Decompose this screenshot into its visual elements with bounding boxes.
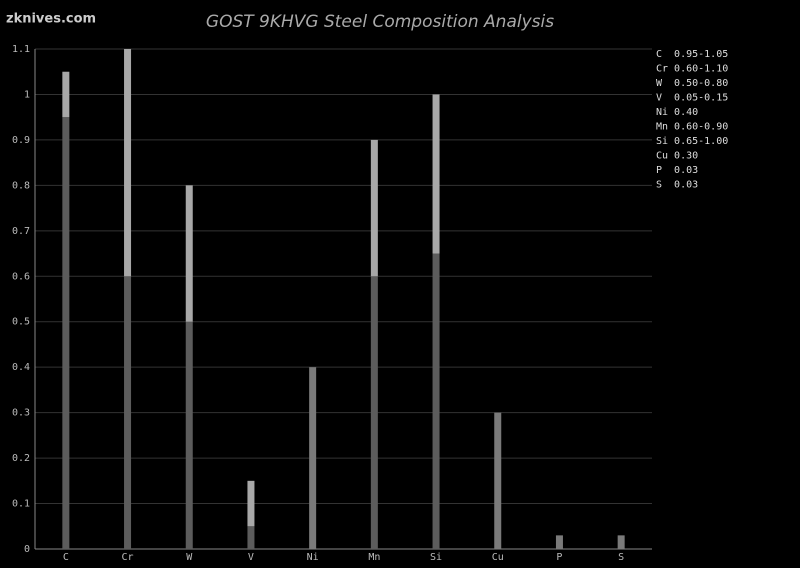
bar-base: [370, 276, 378, 549]
y-tick-label: 0.5: [12, 317, 30, 328]
x-tick-label: Cr: [122, 552, 134, 563]
legend-entry: C 0.95-1.05: [656, 49, 728, 60]
watermark: zknives.com: [6, 12, 96, 27]
bar: [555, 535, 563, 549]
y-tick-label: 0.4: [12, 362, 30, 373]
x-tick-label: W: [186, 552, 193, 563]
bar-range: [370, 139, 378, 277]
bar-base: [247, 526, 255, 549]
bar-range: [247, 480, 255, 527]
x-tick-label: C: [63, 552, 69, 563]
y-tick-label: 0.2: [12, 453, 30, 464]
chart-title: GOST 9KHVG Steel Composition Analysis: [206, 12, 554, 32]
bar-range: [432, 94, 440, 254]
bar: [309, 367, 317, 549]
y-tick-label: 0.1: [12, 499, 30, 510]
legend-entry: Cr 0.60-1.10: [656, 64, 728, 75]
legend-entry: W 0.50-0.80: [656, 78, 728, 89]
bar-base: [432, 253, 440, 549]
legend-entry: Si 0.65-1.00: [656, 136, 728, 147]
bar-range: [62, 71, 70, 118]
bar-base: [124, 276, 132, 549]
y-tick-label: 1: [24, 89, 30, 100]
bar-base: [62, 117, 70, 549]
y-tick-label: 0.6: [12, 271, 30, 282]
y-tick-label: 0.9: [12, 135, 30, 146]
x-tick-label: Si: [430, 552, 442, 563]
y-tick-label: 0.7: [12, 226, 30, 237]
y-tick-label: 0.3: [12, 408, 30, 419]
x-tick-label: P: [556, 552, 562, 563]
x-tick-label: Mn: [368, 552, 380, 563]
x-tick-label: V: [248, 552, 254, 563]
legend-entry: Cu 0.30: [656, 151, 698, 162]
legend-entry: Ni 0.40: [656, 107, 698, 118]
legend-entry: V 0.05-0.15: [656, 93, 728, 104]
legend-entry: Mn 0.60-0.90: [656, 122, 728, 133]
bar: [617, 535, 625, 549]
bar-range: [185, 185, 193, 322]
y-tick-label: 0.8: [12, 180, 30, 191]
x-tick-label: S: [618, 552, 624, 563]
x-tick-label: Cu: [492, 552, 504, 563]
legend-entry: P 0.03: [656, 165, 698, 176]
bar-base: [185, 321, 193, 549]
x-tick-label: Ni: [307, 552, 319, 563]
y-tick-label: 0: [24, 544, 30, 555]
legend-entry: S 0.03: [656, 180, 698, 191]
bar-range: [124, 49, 132, 277]
bar: [494, 412, 502, 549]
y-tick-label: 1.1: [12, 44, 30, 55]
